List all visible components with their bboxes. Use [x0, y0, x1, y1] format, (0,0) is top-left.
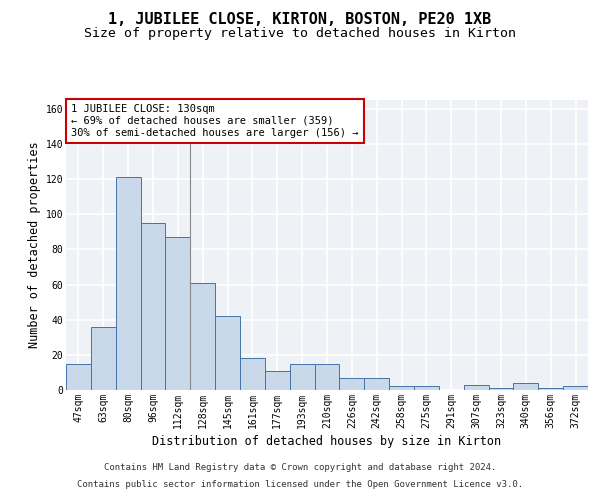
- Bar: [190, 283, 215, 390]
- Bar: [340, 378, 364, 390]
- X-axis label: Distribution of detached houses by size in Kirton: Distribution of detached houses by size …: [152, 435, 502, 448]
- Text: 1, JUBILEE CLOSE, KIRTON, BOSTON, PE20 1XB: 1, JUBILEE CLOSE, KIRTON, BOSTON, PE20 1…: [109, 12, 491, 28]
- Bar: [414, 386, 439, 390]
- Text: Contains public sector information licensed under the Open Government Licence v3: Contains public sector information licen…: [77, 480, 523, 489]
- Bar: [240, 358, 265, 390]
- Bar: [91, 326, 116, 390]
- Bar: [314, 364, 340, 390]
- Bar: [140, 223, 166, 390]
- Bar: [364, 378, 389, 390]
- Bar: [166, 237, 190, 390]
- Bar: [514, 383, 538, 390]
- Bar: [389, 386, 414, 390]
- Text: 1 JUBILEE CLOSE: 130sqm
← 69% of detached houses are smaller (359)
30% of semi-d: 1 JUBILEE CLOSE: 130sqm ← 69% of detache…: [71, 104, 359, 138]
- Bar: [116, 178, 140, 390]
- Text: Contains HM Land Registry data © Crown copyright and database right 2024.: Contains HM Land Registry data © Crown c…: [104, 464, 496, 472]
- Bar: [290, 364, 314, 390]
- Bar: [488, 388, 514, 390]
- Bar: [265, 370, 290, 390]
- Bar: [538, 388, 563, 390]
- Bar: [215, 316, 240, 390]
- Y-axis label: Number of detached properties: Number of detached properties: [28, 142, 41, 348]
- Bar: [563, 386, 588, 390]
- Text: Size of property relative to detached houses in Kirton: Size of property relative to detached ho…: [84, 28, 516, 40]
- Bar: [66, 364, 91, 390]
- Bar: [464, 384, 488, 390]
